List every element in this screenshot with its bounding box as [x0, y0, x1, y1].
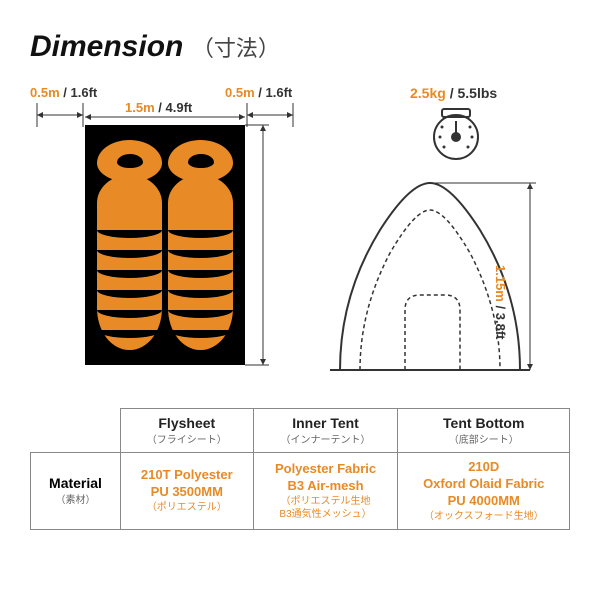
tent-profile: [330, 175, 550, 380]
bag-head: [168, 140, 233, 182]
cell-inner-tent: Polyester Fabric B3 Air-mesh （ポリエステル生地 B…: [253, 453, 398, 530]
cell-flysheet: 210T Polyester PU 3500MM （ポリエステル）: [121, 453, 254, 530]
title-sub: （寸法）: [192, 36, 280, 61]
sleeping-bag-icon: [168, 140, 233, 350]
col-inner-tent: Inner Tent （インナーテント）: [253, 409, 398, 453]
sleeping-bag-icon: [97, 140, 162, 350]
height-dim: 1.15m / 3.8ft: [493, 265, 508, 339]
side-view-diagram: 1.15m / 3.8ft: [330, 175, 550, 375]
title: Dimension （寸法）: [30, 30, 280, 64]
material-table: Flysheet （フライシート） Inner Tent （インナーテント） T…: [30, 408, 570, 530]
cell-tent-bottom: 210D Oxford Olaid Fabric PU 4000MM （オックス…: [398, 453, 570, 530]
bag-body: [168, 175, 233, 350]
table-header-row: Flysheet （フライシート） Inner Tent （インナーテント） T…: [31, 409, 570, 453]
title-main: Dimension: [30, 30, 183, 63]
width-dim: 1.5m / 4.9ft: [125, 100, 192, 115]
col-flysheet: Flysheet （フライシート）: [121, 409, 254, 453]
row-material-label: Material （素材）: [31, 453, 121, 530]
weight-label: 2.5kg / 5.5lbs: [410, 85, 497, 101]
table-row: Material （素材） 210T Polyester PU 3500MM （…: [31, 453, 570, 530]
tent-footprint: [85, 125, 245, 365]
scale-icon: [428, 107, 484, 163]
bag-head: [97, 140, 162, 182]
col-tent-bottom: Tent Bottom （底部シート）: [398, 409, 570, 453]
top-view-diagram: 0.5m / 1.6ft 0.5m / 1.6ft 1.5m / 4.9ft 2…: [35, 85, 295, 375]
bag-body: [97, 175, 162, 350]
